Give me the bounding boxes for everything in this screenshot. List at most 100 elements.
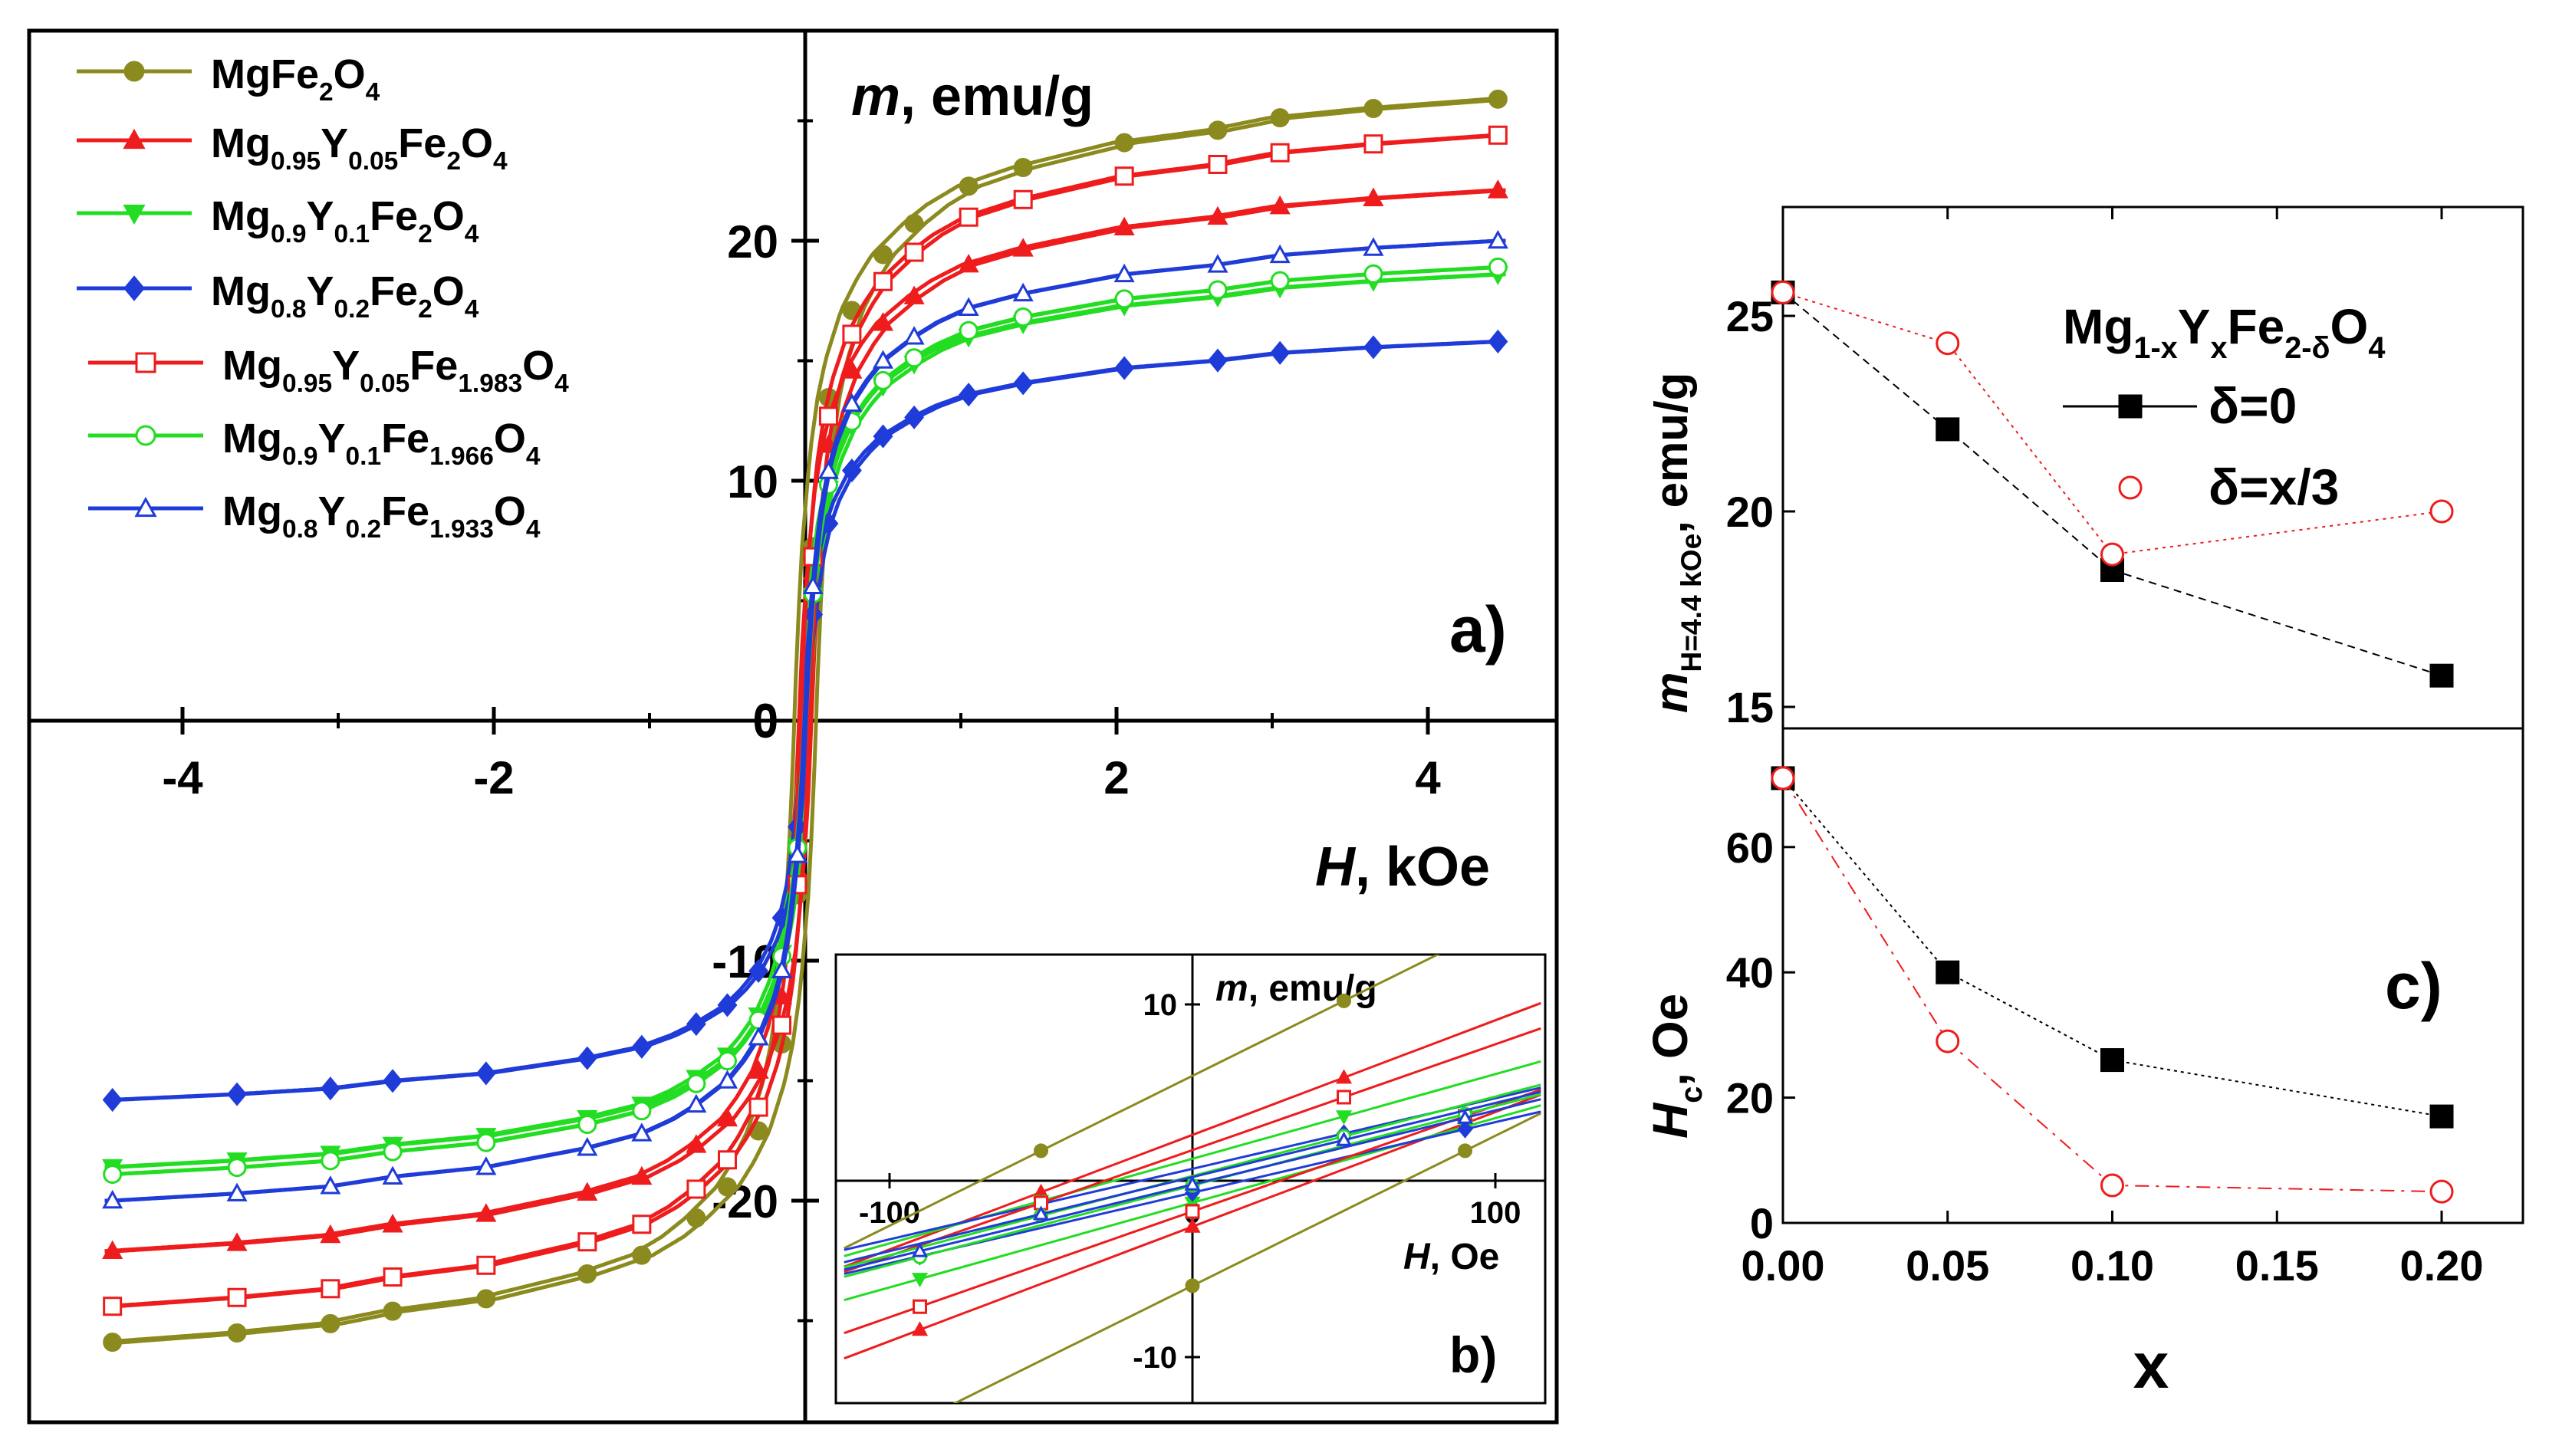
c-bottom-y-tick-label: 60: [1726, 823, 1774, 872]
data-point: [226, 1182, 248, 1201]
text-part: Fe: [398, 120, 446, 166]
branch-descending: [104, 238, 1506, 1203]
inset-y-tick-label: 10: [1143, 988, 1178, 1022]
data-point: [818, 406, 838, 426]
data-point: [1113, 216, 1135, 235]
text-part: m: [1215, 968, 1248, 1009]
panel-a-frame: [27, 28, 1559, 1425]
c-bottom-data-point: [2100, 1173, 2124, 1198]
data-point: [320, 1224, 341, 1244]
data-point: [227, 1082, 248, 1106]
subscript: 4: [493, 147, 508, 176]
inset-data-point: [1032, 1205, 1050, 1221]
text-part: O: [433, 268, 465, 314]
data-point: [1207, 254, 1228, 273]
data-point: [842, 324, 862, 344]
subscript: 2-δ: [2284, 331, 2330, 365]
legend-label: Mg0.95Y0.05Fe2O4: [211, 120, 508, 176]
c-bottom-series-δ=0: [1771, 766, 2454, 1129]
data-point: [959, 207, 978, 227]
panel-label-c: c): [2385, 950, 2442, 1022]
c-bottom-data-point: [2429, 1104, 2454, 1129]
text-part: , kOe: [1355, 836, 1490, 898]
panel-c-frame: [1781, 205, 2524, 1224]
c-bottom-y-axis-label: Hc, Oe: [1643, 994, 1709, 1139]
data-point: [1488, 125, 1508, 145]
data-point: [904, 213, 924, 233]
data-point: [686, 1208, 706, 1228]
data-point: [1363, 237, 1384, 256]
data-point: [904, 242, 924, 262]
text-part: O: [334, 51, 366, 97]
y-tick-label: 0: [753, 696, 778, 748]
data-point: [475, 1203, 497, 1222]
text-part: Fe: [370, 268, 418, 314]
subscript: 4: [366, 78, 380, 107]
inset-data-point: [1337, 993, 1351, 1008]
data-point: [1270, 143, 1290, 163]
text-part: Mg: [211, 193, 271, 239]
data-point: [577, 1232, 597, 1252]
subscript: 0.2: [334, 295, 370, 324]
subscript: 0.9: [271, 220, 307, 248]
data-point: [476, 1255, 496, 1275]
data-point: [1208, 154, 1228, 174]
origin-label: 0: [753, 695, 778, 746]
c-x-tick-label: 0.20: [2400, 1241, 2484, 1290]
legend-marker: [123, 128, 146, 150]
data-point: [802, 575, 824, 595]
data-point: [716, 1070, 738, 1089]
data-point: [772, 1015, 792, 1035]
data-point: [1207, 348, 1228, 373]
inset-data-point: [1185, 1278, 1200, 1293]
text-part: Y: [307, 193, 334, 239]
data-point: [577, 1264, 597, 1283]
data-point: [748, 1060, 769, 1079]
inset-curves: [844, 955, 1541, 1403]
data-point: [748, 958, 769, 983]
data-point: [873, 245, 893, 265]
data-point: [577, 1137, 598, 1156]
inset-branch: [844, 1027, 1541, 1274]
data-point: [321, 1151, 340, 1171]
data-point: [631, 1034, 652, 1059]
data-point: [841, 393, 863, 412]
data-point: [718, 1177, 737, 1197]
c-top-y-tick-label: 15: [1726, 683, 1774, 731]
data-point: [1363, 134, 1383, 154]
inset-data-point: [1335, 1131, 1353, 1146]
data-point: [476, 1289, 496, 1309]
data-point: [873, 370, 893, 390]
data-point: [959, 320, 978, 340]
data-point: [632, 1214, 652, 1234]
subscript: 0.8: [282, 515, 318, 544]
legend-marker: [123, 61, 145, 82]
data-point: [383, 1069, 403, 1093]
inset-data-point: [911, 1321, 929, 1336]
data-point: [476, 1132, 496, 1152]
data-point: [1208, 120, 1228, 140]
c-legend-label: δ=0: [2209, 377, 2297, 434]
c-bottom-y-tick-label: 40: [1726, 948, 1774, 997]
y-tick-label: 10: [727, 456, 778, 508]
subscript: H=4.4 kOe: [1675, 534, 1707, 672]
text-part: MgFe: [211, 51, 319, 97]
c-top-data-point: [1936, 417, 1960, 442]
data-point: [1488, 257, 1508, 277]
data-point: [958, 254, 979, 273]
x-tick-label: 2: [1103, 752, 1129, 804]
legend-label: Mg0.9Y0.1Fe2O4: [211, 193, 479, 248]
data-point: [1013, 371, 1034, 396]
data-point: [631, 1165, 653, 1185]
data-point: [103, 1165, 123, 1185]
inset-data-point: [1185, 1204, 1200, 1219]
inset-y-axis-label: m, emu/g: [1215, 968, 1377, 1009]
inset-x-tick-label: 100: [1470, 1196, 1521, 1230]
x-tick-label: -2: [473, 752, 514, 804]
c-bottom-data-point: [2100, 1048, 2124, 1073]
data-point: [1270, 271, 1290, 291]
data-point: [686, 1012, 706, 1037]
c-legend: δ=0 δ=x/3: [2063, 377, 2339, 515]
subscript: 4: [465, 295, 479, 324]
data-point: [716, 1107, 738, 1127]
